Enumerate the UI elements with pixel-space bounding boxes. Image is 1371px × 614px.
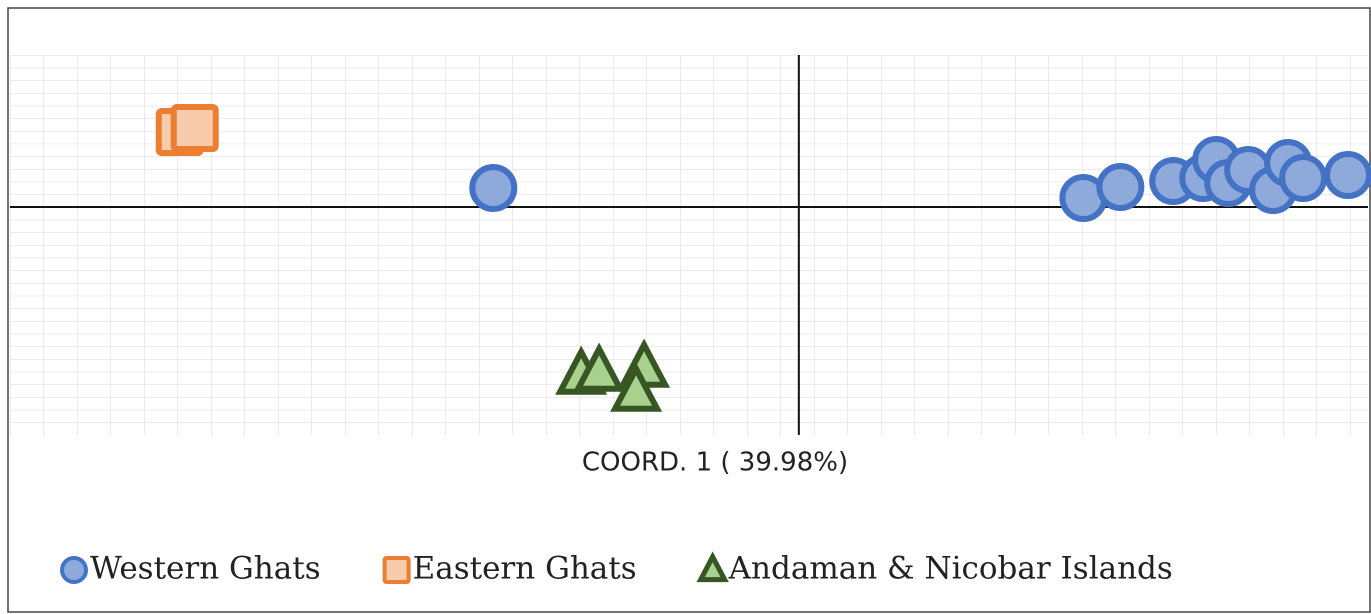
frame (7, 7, 1371, 613)
point (170, 104, 219, 152)
legend-label: Western Ghats (90, 551, 321, 587)
point (469, 164, 518, 212)
point (1279, 154, 1328, 202)
grid (10, 55, 1368, 435)
point (1324, 151, 1371, 199)
legend-marker (382, 556, 411, 584)
legend-label: Andaman & Nicobar Islands (728, 551, 1173, 587)
point (1096, 163, 1145, 211)
point (573, 342, 626, 392)
legend-marker (696, 551, 729, 583)
legend-label: Eastern Ghats (413, 551, 637, 587)
point (610, 362, 663, 412)
x-axis-label: COORD. 1 ( 39.98%) (582, 448, 848, 478)
legend-marker (60, 556, 88, 584)
